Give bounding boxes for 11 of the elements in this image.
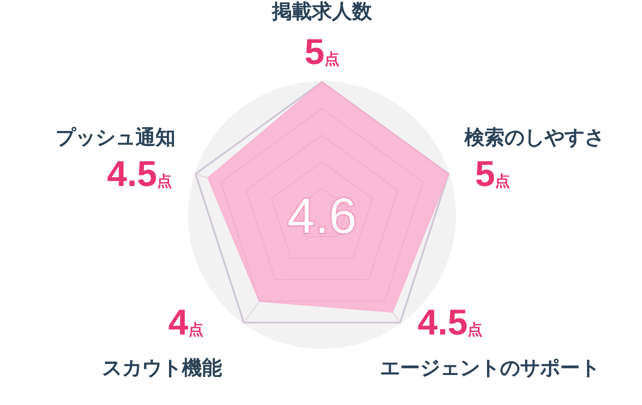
spoke-label: スカウト機能 (102, 356, 222, 380)
spoke-label: 掲載求人数 (271, 0, 373, 23)
spoke-label: プッシュ通知 (56, 126, 176, 149)
text: 5点 (474, 152, 510, 194)
text: 5点 (304, 31, 340, 72)
text: 4.5点 (106, 152, 172, 194)
text: 4.6 (287, 188, 357, 244)
spoke-label: エージェントのサポート (380, 358, 600, 380)
text: 4.5点 (418, 302, 483, 343)
text: 4点 (168, 302, 204, 343)
spoke-label: 検索のしやすさ (463, 126, 604, 149)
